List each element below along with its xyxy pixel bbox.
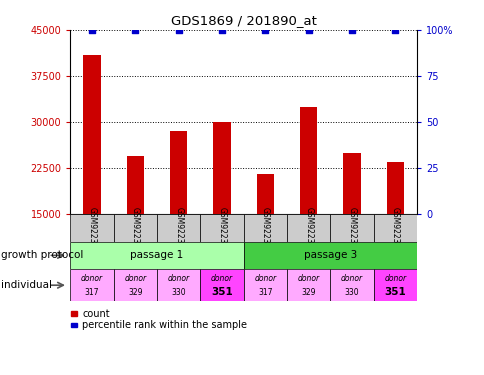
Text: donor: donor	[124, 274, 146, 283]
Point	[88, 27, 96, 33]
Point	[131, 27, 139, 33]
Bar	[126, 156, 144, 214]
Bar	[243, 214, 287, 242]
Bar	[70, 214, 113, 242]
Bar	[386, 162, 403, 214]
Text: individual: individual	[1, 280, 52, 290]
Text: GSM92238: GSM92238	[390, 207, 399, 248]
Text: 329: 329	[128, 288, 142, 297]
Point	[261, 27, 269, 33]
Text: 317: 317	[257, 288, 272, 297]
Text: GSM92232: GSM92232	[131, 207, 139, 248]
Bar	[170, 131, 187, 214]
Text: 351: 351	[211, 287, 232, 297]
Point	[348, 27, 355, 33]
Text: donor: donor	[340, 274, 363, 283]
Text: 317: 317	[85, 288, 99, 297]
Text: 329: 329	[301, 288, 316, 297]
Text: donor: donor	[384, 274, 406, 283]
Text: donor: donor	[81, 274, 103, 283]
Text: count: count	[82, 309, 110, 318]
Bar	[330, 214, 373, 242]
Point	[304, 27, 312, 33]
Text: GSM92235: GSM92235	[260, 207, 269, 248]
Text: passage 1: passage 1	[130, 251, 183, 260]
Bar	[330, 269, 373, 301]
Text: 330: 330	[171, 288, 186, 297]
Bar	[243, 269, 287, 301]
Bar	[300, 106, 317, 214]
Point	[391, 27, 398, 33]
Text: donor: donor	[167, 274, 189, 283]
Text: passage 3: passage 3	[303, 251, 356, 260]
Point	[174, 27, 182, 33]
Text: GSM92231: GSM92231	[87, 207, 96, 248]
Bar	[113, 269, 157, 301]
Bar	[113, 214, 157, 242]
Text: 330: 330	[344, 288, 359, 297]
Bar	[243, 242, 416, 269]
Bar	[157, 269, 200, 301]
Bar	[213, 122, 230, 214]
Bar	[256, 174, 273, 214]
Bar	[343, 153, 360, 214]
Bar	[373, 269, 416, 301]
Title: GDS1869 / 201890_at: GDS1869 / 201890_at	[170, 15, 316, 27]
Bar	[200, 214, 243, 242]
Bar	[287, 269, 330, 301]
Text: donor: donor	[297, 274, 319, 283]
Bar	[200, 269, 243, 301]
Bar	[287, 214, 330, 242]
Bar	[83, 54, 101, 214]
Text: GSM92236: GSM92236	[303, 207, 313, 248]
Text: GSM92237: GSM92237	[347, 207, 356, 248]
Text: GSM92233: GSM92233	[174, 207, 183, 248]
Text: growth protocol: growth protocol	[1, 251, 83, 260]
Text: percentile rank within the sample: percentile rank within the sample	[82, 320, 247, 330]
Text: donor: donor	[254, 274, 276, 283]
Text: donor: donor	[211, 274, 233, 283]
Bar	[373, 214, 416, 242]
Point	[218, 27, 226, 33]
Bar	[157, 214, 200, 242]
Text: GSM92234: GSM92234	[217, 207, 226, 248]
Bar	[70, 269, 113, 301]
Text: 351: 351	[384, 287, 406, 297]
Bar	[70, 242, 243, 269]
